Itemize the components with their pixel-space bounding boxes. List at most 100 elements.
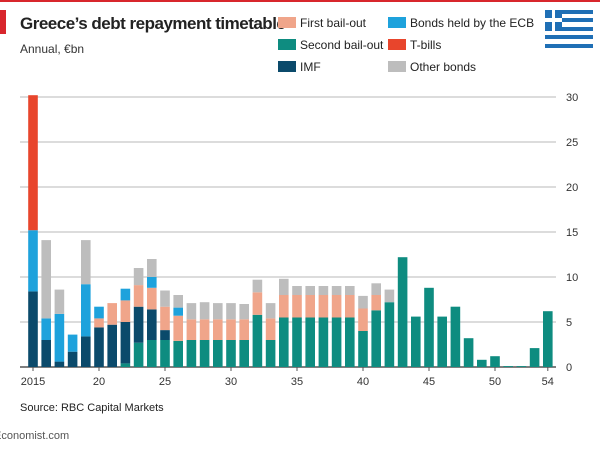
bar-segment (331, 286, 342, 295)
legend-swatch (388, 61, 406, 72)
bar-segment (54, 313, 65, 362)
legend-item: IMF (278, 60, 321, 74)
bar-segment (107, 324, 117, 367)
bar-segment (120, 288, 131, 301)
bar-segment (213, 319, 223, 340)
x-tick-label: 40 (357, 376, 369, 388)
bar-segment (371, 295, 381, 311)
bar-segment (239, 340, 249, 367)
legend-item: T-bills (388, 38, 441, 52)
bar-segment (133, 342, 144, 367)
bar-segment (358, 331, 368, 367)
bar-segment (120, 363, 131, 367)
bar-segment (81, 240, 91, 285)
bar-segment (28, 291, 38, 367)
legend-item: Other bonds (388, 60, 476, 74)
bar-segment (147, 277, 157, 288)
greek-flag-icon (545, 10, 593, 48)
bar-segment (252, 279, 263, 293)
source-note: Source: RBC Capital Markets (20, 402, 164, 414)
bar-segment (239, 319, 249, 340)
bar-segment (437, 316, 447, 367)
bar-segment (371, 283, 381, 295)
bar-segment (384, 302, 395, 367)
bar-segment (160, 290, 170, 307)
bar-segment (345, 295, 355, 318)
bar-segment (279, 317, 289, 367)
bar-segment (160, 330, 170, 340)
bar-segment (318, 295, 329, 318)
bar-segment (199, 319, 210, 340)
y-tick-label: 25 (566, 137, 578, 149)
bar-segment (450, 306, 461, 367)
bar-segment (94, 327, 104, 367)
chart-subtitle: Annual, €bn (20, 42, 85, 56)
bar-segment (67, 351, 78, 367)
bar-segment (331, 295, 342, 318)
bar-segment (147, 287, 157, 310)
bar-segment (345, 286, 355, 295)
bar-segment (67, 334, 78, 352)
bar-segment (186, 319, 197, 340)
bar-segment (292, 295, 302, 318)
y-tick-label: 15 (566, 227, 578, 239)
legend-swatch (388, 39, 406, 50)
x-tick-label: 45 (423, 376, 435, 388)
bar-segment (252, 314, 263, 367)
bar-segment (41, 318, 51, 340)
bar-segment (147, 309, 157, 340)
bar-segment (120, 300, 131, 322)
bar-segment (199, 302, 210, 320)
bar-segment (41, 240, 51, 319)
accent-rule (0, 0, 600, 2)
bar-segment (107, 303, 117, 325)
bar-segment (371, 310, 381, 367)
bar-segment (318, 286, 329, 295)
bar-segment (160, 340, 170, 367)
bar-segment (463, 338, 474, 367)
bar-segment (186, 303, 197, 320)
legend-label: IMF (300, 60, 321, 74)
bar-segment (133, 306, 144, 343)
legend-swatch (278, 61, 296, 72)
x-tick-label: 50 (489, 376, 501, 388)
bar-chart: 0 5 10 15 20 25 30 2015 20 25 30 35 40 45 50 54 (20, 92, 578, 388)
bar-segment (529, 348, 540, 367)
bar-segment (490, 356, 500, 367)
bar-segment (305, 317, 315, 367)
bar-segment (411, 316, 421, 367)
accent-tag (0, 10, 6, 34)
x-tick-label: 35 (291, 376, 303, 388)
bar-segment (147, 340, 157, 367)
y-tick-label: 30 (566, 92, 578, 104)
bar-segment (318, 317, 329, 367)
legend-label: T-bills (410, 38, 442, 52)
bar-segment (173, 307, 183, 316)
bar-segment (28, 95, 38, 231)
bar-segment (54, 361, 65, 367)
legend-label: First bail-out (300, 16, 367, 30)
x-tick-label: 2015 (21, 376, 45, 388)
legend-item: First bail-out (278, 16, 366, 30)
bar-segment (186, 340, 197, 367)
bar-segment (358, 295, 368, 309)
bar-segment (384, 289, 395, 303)
bar-segment (239, 304, 249, 320)
bar-segment (133, 268, 144, 286)
chart-title: Greece’s debt repayment timetable (20, 14, 286, 33)
bar-segment (160, 306, 170, 331)
x-tick-label: 25 (159, 376, 171, 388)
bar-segment (226, 319, 236, 340)
bar-segment (213, 340, 223, 367)
y-tick-label: 10 (566, 272, 578, 284)
bar-segment (133, 285, 144, 307)
bar-segment (345, 317, 355, 367)
legend-label: Second bail-out (300, 38, 384, 52)
bar-segment (213, 303, 223, 320)
bar-segment (147, 259, 157, 277)
x-tick-label: 30 (225, 376, 237, 388)
bar-segment (279, 295, 289, 318)
bar-segment (516, 366, 527, 367)
bar-segment (292, 317, 302, 367)
